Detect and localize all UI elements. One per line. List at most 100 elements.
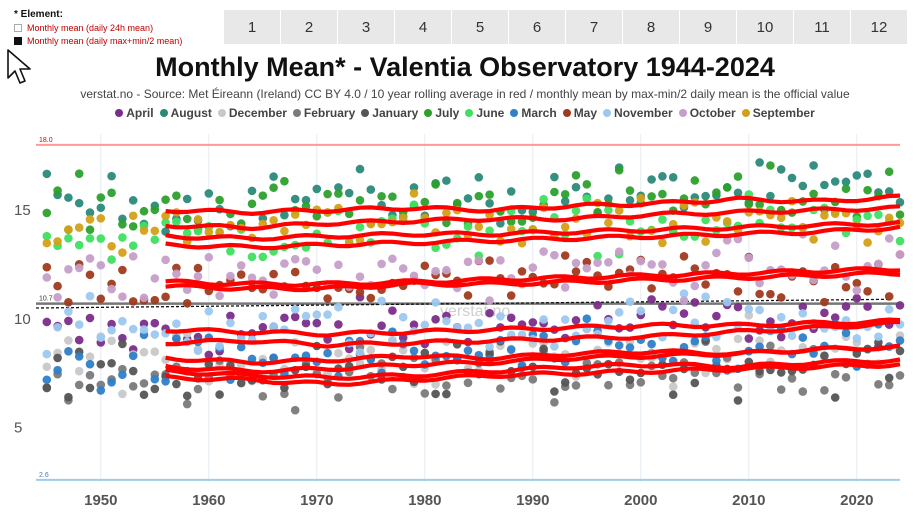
legend-item-january[interactable]: January bbox=[361, 106, 418, 120]
month-button-10[interactable]: 10 bbox=[737, 10, 793, 44]
data-point-august bbox=[798, 181, 808, 191]
data-point-october bbox=[139, 293, 149, 303]
data-point-august bbox=[128, 196, 138, 205]
month-button-7[interactable]: 7 bbox=[566, 10, 622, 44]
data-point-may bbox=[150, 295, 160, 305]
legend-label: February bbox=[303, 106, 356, 120]
month-button-3[interactable]: 3 bbox=[338, 10, 394, 44]
data-point-september bbox=[150, 226, 160, 236]
month-button-2[interactable]: 2 bbox=[281, 10, 337, 44]
legend-item-september[interactable]: September bbox=[741, 106, 815, 120]
data-point-april bbox=[744, 334, 754, 343]
checkbox-maxmin[interactable] bbox=[14, 37, 22, 45]
data-point-august bbox=[366, 185, 376, 194]
x-tick-label: 2000 bbox=[624, 492, 657, 509]
legend-dot-icon bbox=[159, 109, 168, 117]
data-point-october bbox=[528, 263, 538, 272]
data-point-february bbox=[182, 399, 192, 409]
legend-item-june[interactable]: June bbox=[465, 106, 504, 120]
data-point-june bbox=[431, 243, 440, 253]
data-point-september bbox=[820, 211, 829, 220]
data-point-may bbox=[506, 291, 516, 300]
chart-title: Monthly Mean* - Valentia Observatory 194… bbox=[155, 52, 775, 82]
legend-item-december[interactable]: December bbox=[217, 106, 287, 120]
legend-dot-icon bbox=[562, 109, 571, 117]
data-point-may bbox=[560, 251, 570, 260]
data-point-may bbox=[236, 270, 246, 279]
legend-item-february[interactable]: February bbox=[292, 106, 356, 120]
data-point-january bbox=[280, 383, 289, 393]
y-tick-label: 10 bbox=[14, 311, 31, 328]
element-option-maxmin[interactable]: Monthly mean (daily max+min/2 mean) bbox=[14, 36, 214, 46]
data-point-march bbox=[42, 375, 52, 385]
data-point-january bbox=[215, 390, 224, 399]
data-point-september bbox=[290, 210, 300, 219]
data-point-august bbox=[809, 161, 818, 170]
data-point-march bbox=[107, 378, 116, 387]
legend-item-october[interactable]: October bbox=[678, 106, 736, 120]
data-point-september bbox=[830, 209, 840, 219]
data-point-january bbox=[53, 353, 62, 363]
data-point-november bbox=[64, 307, 73, 316]
data-point-december bbox=[431, 380, 440, 389]
data-point-july bbox=[258, 191, 268, 200]
month-button-5[interactable]: 5 bbox=[452, 10, 508, 44]
month-button-12[interactable]: 12 bbox=[851, 10, 907, 44]
data-point-december bbox=[668, 382, 678, 391]
data-point-october bbox=[334, 260, 343, 270]
legend-label: December bbox=[228, 106, 287, 120]
data-point-november bbox=[258, 311, 268, 321]
data-point-february bbox=[139, 379, 149, 388]
data-point-january bbox=[204, 360, 214, 369]
legend-item-august[interactable]: August bbox=[159, 106, 212, 120]
month-button-1[interactable]: 1 bbox=[224, 10, 280, 44]
data-point-november bbox=[323, 310, 332, 319]
data-point-november bbox=[701, 292, 710, 301]
data-point-october bbox=[388, 254, 397, 264]
month-button-11[interactable]: 11 bbox=[794, 10, 850, 44]
element-option-24h[interactable]: Monthly mean (daily 24h mean) bbox=[14, 23, 214, 33]
data-point-november bbox=[204, 306, 214, 316]
data-point-december bbox=[74, 366, 84, 376]
legend-item-july[interactable]: July bbox=[424, 106, 459, 120]
legend-item-march[interactable]: March bbox=[510, 106, 557, 120]
data-point-may bbox=[690, 264, 700, 273]
data-point-may bbox=[582, 257, 592, 267]
data-point-august bbox=[766, 191, 775, 201]
data-point-october bbox=[874, 259, 883, 269]
data-point-january bbox=[85, 383, 95, 393]
month-button-4[interactable]: 4 bbox=[395, 10, 451, 44]
legend-item-april[interactable]: April bbox=[115, 106, 154, 120]
data-point-february bbox=[280, 389, 289, 399]
data-point-october bbox=[442, 265, 451, 275]
data-point-january bbox=[118, 339, 127, 349]
data-point-may bbox=[766, 289, 775, 299]
data-point-october bbox=[539, 247, 548, 256]
data-point-april bbox=[776, 332, 786, 342]
data-point-september bbox=[139, 226, 149, 235]
data-point-october bbox=[463, 257, 473, 267]
data-point-june bbox=[863, 211, 872, 221]
data-point-july bbox=[733, 172, 743, 181]
data-point-april bbox=[258, 322, 268, 332]
data-point-july bbox=[420, 197, 430, 207]
data-point-july bbox=[884, 167, 894, 177]
month-button-8[interactable]: 8 bbox=[623, 10, 679, 44]
month-button-9[interactable]: 9 bbox=[680, 10, 736, 44]
data-point-august bbox=[409, 183, 419, 192]
month-button-6[interactable]: 6 bbox=[509, 10, 565, 44]
data-point-august bbox=[474, 173, 484, 182]
data-point-october bbox=[431, 266, 440, 276]
checkbox-24h[interactable] bbox=[14, 24, 22, 32]
legend-item-may[interactable]: May bbox=[562, 106, 597, 120]
data-point-july bbox=[334, 189, 343, 198]
legend-item-november[interactable]: November bbox=[603, 106, 673, 120]
data-point-october bbox=[118, 292, 127, 301]
data-point-september bbox=[64, 225, 73, 234]
data-point-october bbox=[474, 256, 484, 265]
trend-line bbox=[35, 298, 891, 309]
data-point-may bbox=[193, 263, 203, 273]
data-point-february bbox=[798, 387, 808, 396]
data-point-august bbox=[571, 182, 581, 192]
data-point-february bbox=[463, 378, 473, 388]
